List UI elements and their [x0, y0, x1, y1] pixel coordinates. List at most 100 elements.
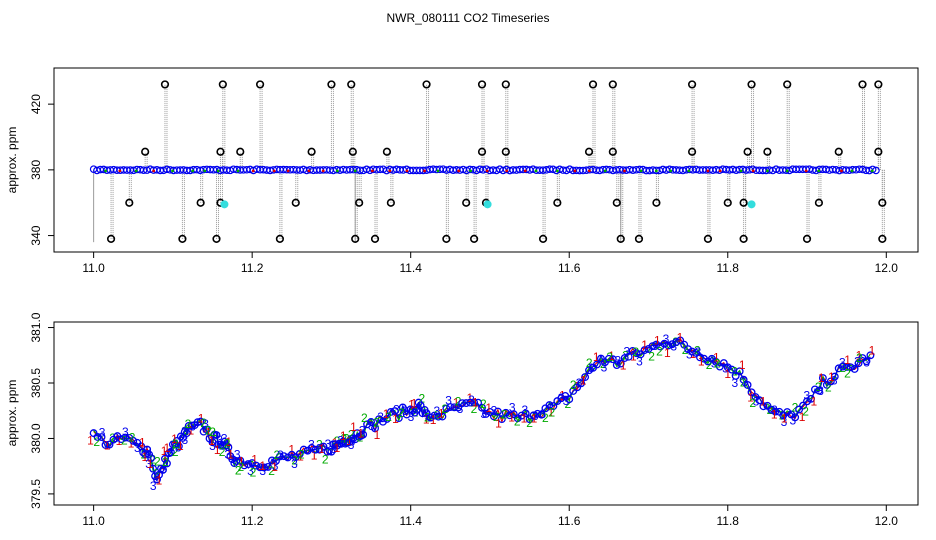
co2-point-label: 2 [162, 455, 169, 469]
co2-point [854, 359, 863, 368]
co2-point [359, 430, 368, 439]
co2-point-label: 2 [672, 335, 679, 349]
baseline-fleck [423, 169, 426, 173]
co2-point-label: 3 [771, 403, 778, 417]
co2-point [664, 341, 673, 350]
co2-point [680, 340, 689, 349]
co2-point-label: 1 [238, 455, 245, 469]
bottom-y-tick-label: 380.0 [29, 423, 43, 453]
co2-point-label: 1 [495, 416, 502, 430]
co2-point [612, 361, 621, 370]
co2-point-label: 3 [216, 433, 223, 447]
co2-point-label: 3 [160, 462, 167, 476]
co2-point-label: 2 [153, 467, 160, 481]
co2-point [222, 441, 231, 450]
co2-point-label: 2 [182, 424, 189, 438]
co2-point [166, 448, 175, 457]
co2-point-label: 1 [214, 443, 221, 457]
co2-point [430, 411, 439, 420]
co2-point-label: 3 [790, 414, 797, 428]
co2-point-label: 1 [438, 406, 445, 420]
baseline-fleck [654, 169, 658, 173]
spike-point [834, 147, 843, 156]
co2-point-label: 2 [648, 349, 655, 363]
spike-point [355, 198, 364, 207]
baseline-fleck [118, 169, 122, 173]
baseline-fleck [236, 169, 240, 173]
co2-point-label: 3 [839, 355, 846, 369]
co2-point [311, 445, 320, 454]
co2-point [386, 407, 395, 416]
baseline-fleck [751, 169, 755, 173]
spike-point [125, 198, 134, 207]
co2-point-label: 2 [235, 464, 242, 478]
co2-point-label: 1 [171, 432, 178, 446]
co2-point-label: 3 [247, 464, 254, 478]
co2-point-label: 1 [392, 412, 399, 426]
co2-point [101, 440, 110, 449]
co2-point-label: 3 [636, 355, 643, 369]
spike-point [743, 147, 752, 156]
co2-point [640, 346, 649, 355]
spike-point [386, 198, 395, 207]
co2-point [783, 408, 792, 417]
baseline-fleck [191, 169, 195, 173]
spike-point [351, 234, 360, 243]
co2-point [807, 394, 815, 403]
co2-point-label: 1 [453, 395, 460, 409]
co2-point-label: 3 [272, 459, 279, 473]
baseline-fleck [353, 169, 357, 173]
baseline-fleck [587, 169, 591, 173]
co2-point [763, 401, 772, 410]
spike-point [584, 147, 594, 156]
co2-point [367, 418, 376, 426]
co2-point-label: 2 [348, 428, 355, 442]
spike-point [160, 80, 170, 89]
co2-point-label: 3 [741, 375, 748, 389]
co2-point-label: 1 [747, 390, 754, 404]
co2-point [462, 399, 471, 408]
co2-point [93, 433, 102, 441]
co2-point [193, 418, 202, 427]
co2-point [577, 379, 586, 388]
co2-point [565, 395, 574, 404]
co2-point-label: 2 [792, 401, 799, 415]
co2-point [767, 405, 776, 414]
co2-point-label: 1 [104, 439, 111, 453]
co2-point [517, 411, 526, 420]
baseline-fleck [203, 169, 207, 173]
co2-point [196, 417, 205, 426]
co2-point [648, 342, 657, 351]
spike-point [739, 234, 748, 243]
baseline-fleck [335, 169, 339, 173]
co2-point [474, 398, 483, 407]
baseline-fleck [272, 169, 276, 173]
co2-point-label: 1 [288, 443, 295, 457]
spike-point [783, 80, 792, 89]
co2-point-label: 2 [779, 409, 786, 423]
co2-point [163, 459, 171, 468]
baseline-fleck [706, 169, 710, 173]
cyan-point [220, 200, 229, 209]
spike-point [634, 234, 644, 243]
co2-point [176, 432, 185, 441]
co2-point [616, 359, 625, 368]
co2-point-label: 2 [373, 416, 380, 430]
co2-point-label: 3 [408, 410, 415, 424]
spike-point [442, 234, 451, 243]
co2-point [279, 452, 288, 461]
co2-point-label: 2 [825, 380, 832, 394]
spike-point [212, 234, 221, 243]
baseline-fleck [523, 169, 527, 173]
co2-point-label: 1 [374, 428, 381, 442]
baseline-fleck [555, 169, 559, 173]
top-y-axis: 340 380 420 [29, 94, 54, 246]
co2-point-label: 2 [542, 411, 549, 425]
co2-point-label: 2 [548, 406, 555, 420]
co2-point [394, 414, 403, 423]
spike-point [382, 147, 392, 156]
co2-point [593, 360, 601, 369]
co2-point-label: 3 [433, 404, 440, 418]
